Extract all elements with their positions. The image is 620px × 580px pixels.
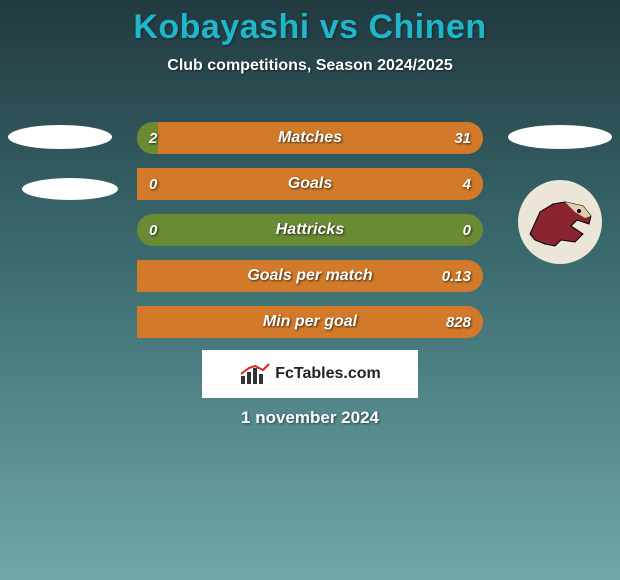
stat-row: 0 Goals 4 [137, 168, 483, 200]
stat-value-right: 31 [454, 130, 471, 147]
branding-label: FcTables.com [275, 365, 381, 383]
stat-value-right: 828 [446, 314, 471, 331]
stat-value-left: 2 [149, 130, 157, 147]
stat-row: 2 Matches 31 [137, 122, 483, 154]
stat-rows: 2 Matches 31 0 Goals 4 0 Hattricks 0 Goals per ma… [0, 122, 620, 338]
stat-label: Goals [288, 175, 332, 193]
subtitle: Club competitions, Season 2024/2025 [0, 57, 620, 75]
stat-label: Min per goal [263, 313, 357, 331]
stat-label: Goals per match [247, 267, 372, 285]
branding-badge: FcTables.com [202, 350, 418, 398]
stat-row: Min per goal 828 [137, 306, 483, 338]
chart-icon [239, 362, 271, 386]
stat-value-right: 0.13 [442, 268, 471, 285]
stat-value-left: 0 [149, 222, 157, 239]
stat-label: Hattricks [276, 221, 344, 239]
stat-value-left: 0 [149, 176, 157, 193]
comparison-card: Kobayashi vs Chinen Club competitions, S… [0, 0, 620, 580]
stat-value-right: 4 [463, 176, 471, 193]
date-label: 1 november 2024 [0, 408, 620, 428]
stat-row: 0 Hattricks 0 [137, 214, 483, 246]
stat-value-right: 0 [463, 222, 471, 239]
stat-label: Matches [278, 129, 342, 147]
page-title: Kobayashi vs Chinen [0, 0, 620, 47]
stat-row: Goals per match 0.13 [137, 260, 483, 292]
